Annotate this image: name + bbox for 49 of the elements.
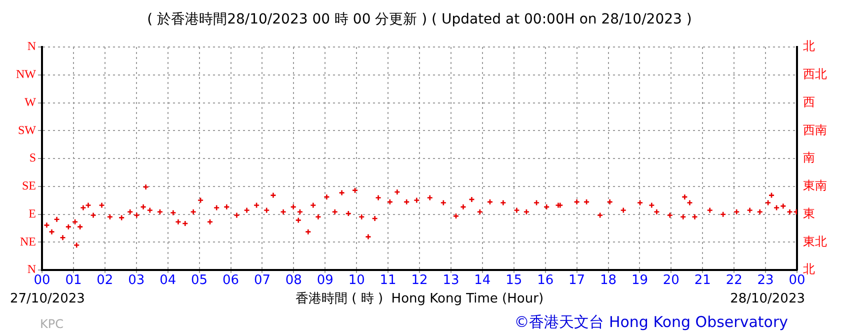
chart-title: ( 於香港時間28/10/2023 00 時 00 分更新 ) ( Updated at 00:00H on 28/10/2023 ): [147, 12, 692, 28]
text: S: [29, 150, 36, 165]
x-tick-label: 15: [506, 273, 522, 288]
text: SE: [22, 178, 36, 193]
text: N: [27, 39, 36, 54]
x-tick-label: 00: [788, 273, 806, 288]
x-axis-title: 香港時間 ( 時 ) Hong Kong Time (Hour): [295, 291, 544, 306]
text: 西南: [803, 122, 827, 137]
text: 北: [803, 262, 815, 276]
text: W: [24, 94, 37, 109]
text: 東南: [803, 178, 827, 192]
x-tick-label: 00: [34, 273, 50, 288]
text: 北: [803, 39, 815, 54]
text: 28/10/2023: [730, 291, 805, 306]
x-tick-label: 02: [96, 273, 114, 288]
x-tick-label: 10: [348, 273, 365, 288]
x-tick-label: 17: [568, 273, 586, 288]
x-tick-label: 12: [411, 273, 428, 288]
x-tick-label: 23: [757, 273, 774, 288]
text: NE: [20, 234, 36, 248]
x-tick-label: 14: [474, 273, 491, 288]
text: 東: [803, 206, 815, 220]
x-tick-label: 19: [631, 273, 648, 288]
x-tick-label: 08: [285, 273, 302, 288]
x-tick-label: 20: [662, 273, 680, 288]
x-tick-label: 13: [442, 273, 460, 288]
text: N: [27, 262, 36, 276]
x-tick-label: 11: [380, 273, 396, 288]
x-tick-label: 05: [191, 273, 208, 288]
x-tick-label: 21: [694, 273, 711, 288]
x-tick-label: 18: [600, 273, 617, 288]
x-tick-label: 04: [160, 273, 176, 288]
text: 東北: [803, 234, 827, 248]
text: SW: [18, 122, 37, 137]
x-tick-label: 09: [316, 273, 334, 288]
text: E: [28, 206, 36, 220]
text: ©香港天文台 Hong Kong Observatory: [514, 312, 788, 331]
text: KPC: [40, 317, 64, 332]
text: NW: [16, 67, 37, 82]
text: 西: [803, 94, 815, 109]
text: 27/10/2023: [10, 291, 85, 306]
x-tick-label: 03: [128, 273, 145, 288]
x-tick-label: 07: [254, 273, 270, 288]
x-tick-label: 01: [65, 273, 82, 288]
text: 南: [803, 150, 815, 165]
x-tick-label: 06: [222, 273, 240, 288]
text: 西北: [803, 67, 827, 81]
x-tick-label: 16: [537, 273, 554, 288]
x-tick-label: 22: [726, 273, 742, 288]
